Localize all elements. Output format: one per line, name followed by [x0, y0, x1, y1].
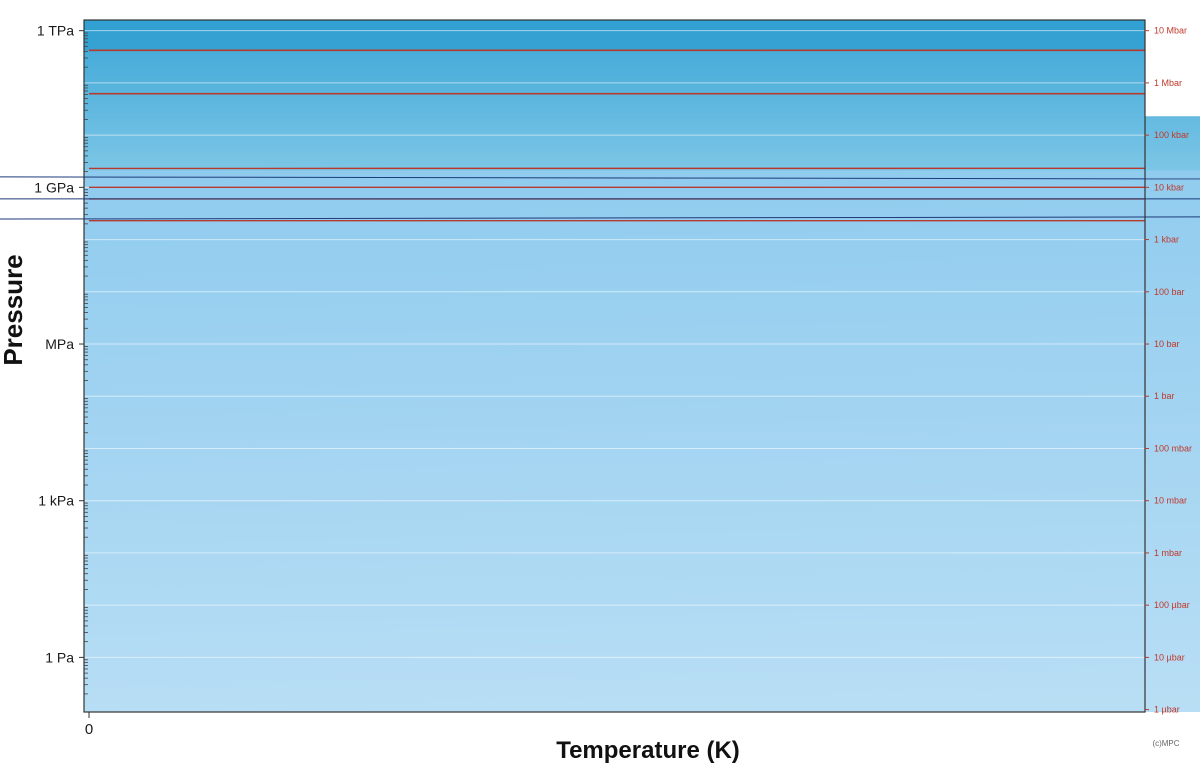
plot-background: [84, 20, 1200, 712]
y-tick-label: MPa: [45, 336, 74, 352]
y-axis-title: Pressure: [0, 254, 28, 365]
y-tick-label: 1 TPa: [37, 23, 74, 39]
x-axis-title: Temperature (K): [556, 737, 740, 764]
bar-tick-label: 100 bar: [1154, 287, 1185, 297]
bar-tick-label: 1 mbar: [1154, 548, 1182, 558]
plot-frame: [83, 19, 1146, 713]
bar-tick-label: 10 mbar: [1154, 496, 1187, 506]
bar-tick-label: 10 Mbar: [1154, 26, 1187, 36]
bar-tick-label: 10 bar: [1154, 339, 1180, 349]
region-xi-band: [84, 20, 1145, 51]
label-pointer: [0, 176, 1200, 180]
bar-tick-label: 1 µbar: [1154, 705, 1180, 715]
bar-tick-label: 1 kbar: [1154, 235, 1179, 245]
copyright-note: (c)MPC: [1152, 739, 1179, 748]
bar-tick-label: 100 mbar: [1154, 443, 1192, 453]
y-tick-label: 1 kPa: [38, 493, 74, 509]
bar-tick-label: 1 bar: [1154, 391, 1175, 401]
bar-tick-label: 10 µbar: [1154, 652, 1185, 662]
bar-tick-label: 10 kbar: [1154, 182, 1184, 192]
phase-labels: XIXVIIVIIIVIVIIIIIXVXIIIIXXIIcIhLiquidVa…: [0, 176, 1200, 220]
y-tick-label: 1 GPa: [34, 179, 74, 195]
x-tick-label: 0: [85, 721, 93, 738]
bar-tick-label: 100 kbar: [1154, 130, 1189, 140]
bar-tick-label: 100 µbar: [1154, 600, 1190, 610]
label-pointer: [0, 216, 1200, 220]
axes: 010020030040050060070080090010001 Pa1 kP…: [34, 19, 1192, 738]
bar-tick-label: 1 Mbar: [1154, 78, 1182, 88]
region-high-pressure-ice: [84, 20, 1200, 171]
region-solid: [84, 170, 1200, 712]
y-tick-label: 1 Pa: [45, 649, 74, 665]
